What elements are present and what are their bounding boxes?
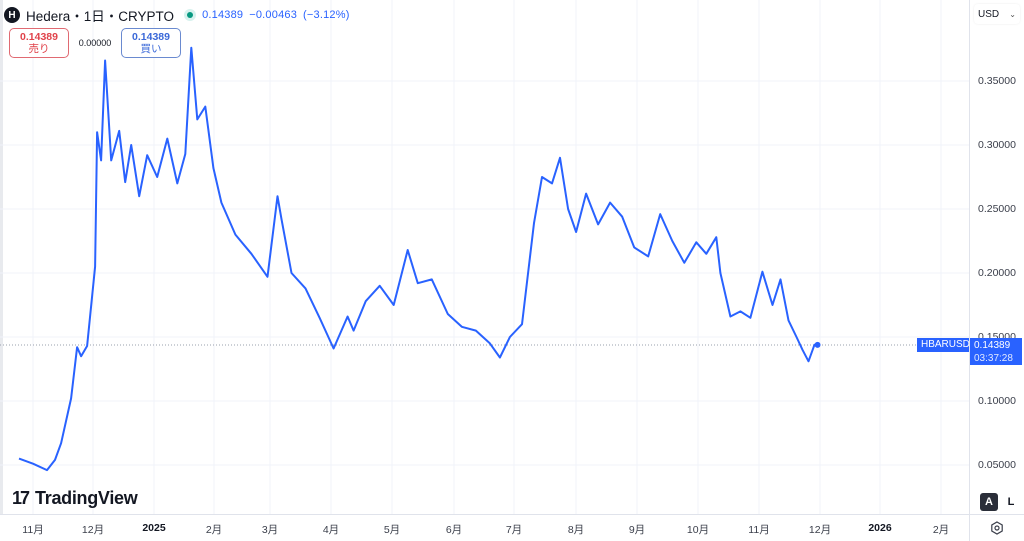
tradingview-logo[interactable]: 17 TradingView xyxy=(12,488,138,509)
chart-settings-button[interactable] xyxy=(969,514,1024,541)
last-price-tag: 0.14389 03:37:28 xyxy=(970,338,1022,365)
x-tick-label: 10月 xyxy=(686,524,710,536)
x-tick-label: 9月 xyxy=(628,524,646,536)
x-tick-label: 6月 xyxy=(445,524,463,536)
last-price-dot xyxy=(814,341,821,348)
x-tick-label: 2026 xyxy=(868,522,892,534)
chart-header: H Hedera・1日・CRYPTO 0.14389 −0.00463 (−3.… xyxy=(4,5,350,25)
chevron-down-icon: ⌄ xyxy=(1009,9,1016,19)
x-tick-label: 12月 xyxy=(81,524,105,536)
price-change-pct: (−3.12%) xyxy=(303,9,350,21)
scale-buttons: A L xyxy=(980,493,1020,511)
sell-label: 売り xyxy=(28,43,50,55)
x-tick-label: 11月 xyxy=(748,524,770,536)
tradingview-mark-icon: 17 xyxy=(12,488,30,508)
buy-label: 買い xyxy=(140,43,162,55)
buy-price: 0.14389 xyxy=(132,31,170,43)
sell-button[interactable]: 0.14389 売り xyxy=(9,28,69,58)
x-tick-label: 2月 xyxy=(932,524,950,536)
time-axis[interactable]: 11月 12月 2025 2月 3月 4月 5月 6月 7月 8月 9月 10月… xyxy=(0,514,969,541)
y-tick-label: 0.05000 xyxy=(978,459,1016,471)
spread-value: 0.00000 xyxy=(78,38,112,48)
y-tick-label: 0.30000 xyxy=(978,139,1016,151)
last-price-value: 0.14389 xyxy=(974,340,1011,351)
x-tick-label: 4月 xyxy=(322,524,340,536)
x-tick-label: 11月 xyxy=(22,524,44,536)
log-scale-button[interactable]: L xyxy=(1002,493,1020,511)
x-tick-label: 8月 xyxy=(567,524,585,536)
trade-buttons: 0.14389 売り 0.00000 0.14389 買い xyxy=(9,28,181,58)
market-status-icon xyxy=(184,9,197,21)
last-price: 0.14389 xyxy=(202,9,244,21)
y-tick-label: 0.20000 xyxy=(978,267,1016,279)
auto-scale-button[interactable]: A xyxy=(980,493,998,511)
y-tick-label: 0.25000 xyxy=(978,203,1016,215)
hedera-logo-icon: H xyxy=(4,7,20,23)
currency-value: USD xyxy=(978,8,1000,20)
tradingview-wordmark: TradingView xyxy=(35,488,138,508)
x-tick-label: 2025 xyxy=(142,522,166,534)
x-tick-label: 12月 xyxy=(808,524,832,536)
buy-button[interactable]: 0.14389 買い xyxy=(121,28,181,58)
symbol-tag: HBARUSD xyxy=(917,338,974,352)
sell-price: 0.14389 xyxy=(20,31,58,43)
chart-pane[interactable]: H Hedera・1日・CRYPTO 0.14389 −0.00463 (−3.… xyxy=(0,0,974,514)
price-line xyxy=(18,46,818,472)
symbol-title[interactable]: Hedera・1日・CRYPTO xyxy=(26,9,175,24)
y-tick-label: 0.35000 xyxy=(978,75,1016,87)
price-axis[interactable]: 0.35000 0.30000 0.25000 0.20000 0.15000 … xyxy=(969,0,1024,514)
y-tick-label: 0.10000 xyxy=(978,395,1016,407)
price-change: −0.00463 xyxy=(249,9,298,21)
grid-lines xyxy=(0,0,969,514)
currency-select[interactable]: USD ⌄ xyxy=(974,4,1020,24)
x-tick-label: 2月 xyxy=(205,524,223,536)
x-tick-label: 3月 xyxy=(261,524,279,536)
pane-left-edge xyxy=(0,0,3,514)
x-tick-label: 5月 xyxy=(383,524,401,536)
x-tick-label: 7月 xyxy=(505,524,523,536)
gear-icon xyxy=(991,521,1003,535)
price-chart[interactable] xyxy=(0,0,969,514)
bar-countdown: 03:37:28 xyxy=(974,353,1013,364)
